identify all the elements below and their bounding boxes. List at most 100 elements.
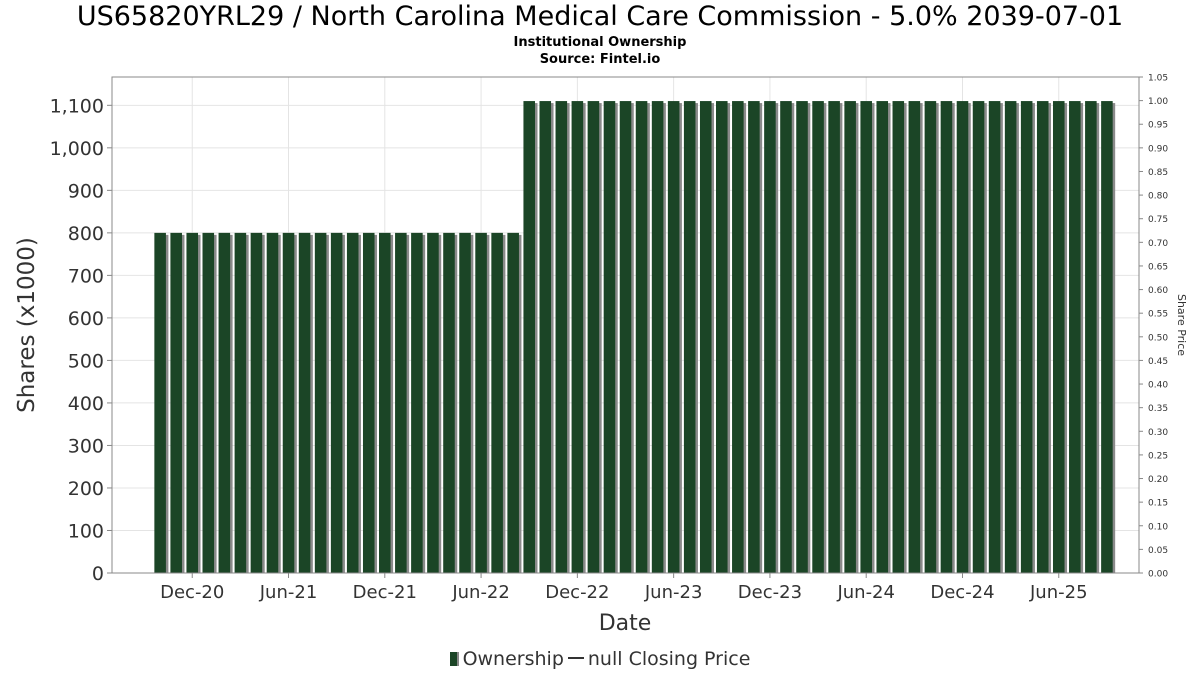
y2-tick-label: 0.60 xyxy=(1148,286,1168,296)
chart-title: US65820YRL29 / North Carolina Medical Ca… xyxy=(76,1,1124,32)
ownership-bar xyxy=(555,101,568,574)
y2-tick-label: 0.30 xyxy=(1148,428,1168,438)
ownership-bar xyxy=(1101,101,1113,574)
price-legend-line xyxy=(567,657,584,659)
ownership-bar xyxy=(250,232,263,573)
ownership-bar xyxy=(379,232,391,573)
ownership-bar xyxy=(876,101,889,574)
ownership-bar xyxy=(459,232,471,573)
ownership-bar xyxy=(314,232,327,573)
y-tick-label: 700 xyxy=(68,265,104,287)
x-tick-label: Jun-23 xyxy=(644,582,703,603)
x-tick-label: Dec-22 xyxy=(545,582,609,603)
ownership-bar xyxy=(330,232,343,573)
y-tick-label: 500 xyxy=(68,350,104,372)
ownership-bar xyxy=(218,232,231,573)
ownership-bar xyxy=(796,101,808,574)
ownership-bar xyxy=(940,101,953,574)
ownership-bar xyxy=(443,232,455,573)
ownership-bar xyxy=(186,232,199,573)
y-tick-label: 1,100 xyxy=(50,95,104,117)
y2-axis-title: Share Price xyxy=(1175,294,1188,356)
ownership-bar xyxy=(956,101,969,574)
x-tick-label: Dec-21 xyxy=(353,582,417,603)
ownership-bar xyxy=(154,232,166,573)
ownership-legend-label: Ownership xyxy=(462,648,564,670)
ownership-bar xyxy=(1020,101,1033,574)
y2-tick-label: 0.75 xyxy=(1148,215,1168,225)
ownership-bar xyxy=(1085,101,1097,574)
ownership-bar xyxy=(683,101,696,574)
ownership-bar xyxy=(860,101,872,574)
x-axis-title: Date xyxy=(599,611,652,636)
y2-tick-label: 0.10 xyxy=(1148,522,1168,532)
x-tick-label: Jun-21 xyxy=(259,582,318,603)
y-axis-title: Shares (x1000) xyxy=(14,237,40,413)
y2-tick-label: 0.15 xyxy=(1148,499,1168,509)
y2-tick-label: 1.00 xyxy=(1148,97,1168,107)
price-legend-label: null Closing Price xyxy=(587,648,751,670)
ownership-bar xyxy=(1004,101,1017,574)
ownership-bar xyxy=(411,232,423,573)
ownership-bar xyxy=(507,232,519,573)
ownership-bar xyxy=(732,101,744,574)
ownership-bar xyxy=(699,101,712,574)
ownership-bar xyxy=(908,101,921,574)
ownership-legend-swatch xyxy=(449,652,459,666)
y-tick-label: 300 xyxy=(68,435,104,457)
y2-tick-label: 0.50 xyxy=(1148,333,1168,343)
ownership-bar xyxy=(812,101,824,574)
ownership-bar xyxy=(619,101,632,574)
ownership-bar xyxy=(571,101,584,574)
y-tick-label: 800 xyxy=(68,223,104,245)
ownership-bar xyxy=(716,101,728,574)
ownership-bar xyxy=(764,101,776,574)
ownership-bar xyxy=(234,232,247,573)
ownership-bar xyxy=(988,101,1001,574)
y-tick-label: 400 xyxy=(68,393,104,415)
ownership-bar xyxy=(346,232,359,573)
y2-tick-label: 0.40 xyxy=(1148,381,1168,391)
ownership-bar xyxy=(1052,101,1065,574)
ownership-bar xyxy=(475,232,487,573)
y2-tick-label: 0.25 xyxy=(1148,451,1168,461)
ownership-bar xyxy=(427,232,439,573)
ownership-bar xyxy=(844,101,856,574)
ownership-bar xyxy=(298,232,311,573)
ownership-bar xyxy=(780,101,792,574)
y-tick-label: 600 xyxy=(68,308,104,330)
ownership-bar xyxy=(635,101,648,574)
y2-tick-label: 1.05 xyxy=(1148,74,1168,84)
x-tick-label: Jun-25 xyxy=(1029,582,1088,603)
ownership-bar xyxy=(491,232,503,573)
ownership-bar xyxy=(651,101,664,574)
y2-tick-label: 0.85 xyxy=(1148,168,1168,178)
y2-tick-label: 0.95 xyxy=(1148,121,1168,131)
x-tick-label: Dec-20 xyxy=(160,582,224,603)
bar-layer xyxy=(154,101,1116,574)
ownership-bar xyxy=(1036,101,1049,574)
y2-tick-label: 0.90 xyxy=(1148,144,1168,154)
ownership-bar xyxy=(202,232,215,573)
ownership-bar xyxy=(539,101,552,574)
ownership-bar xyxy=(748,101,760,574)
y2-tick-label: 0.35 xyxy=(1148,404,1168,414)
plot-area xyxy=(111,76,1140,574)
chart-legend: Ownership null Closing Price xyxy=(0,648,1200,670)
ownership-bar xyxy=(362,232,375,573)
x-tick-label: Dec-24 xyxy=(930,582,994,603)
ownership-bar xyxy=(892,101,905,574)
y2-tick-label: 0.00 xyxy=(1148,570,1168,580)
y2-tick-label: 0.55 xyxy=(1148,310,1168,320)
x-tick-label: Jun-24 xyxy=(836,582,895,603)
ownership-bar xyxy=(828,101,840,574)
y2-tick-label: 0.20 xyxy=(1148,475,1168,485)
x-tick-label: Dec-23 xyxy=(738,582,802,603)
chart-subtitle: Institutional Ownership xyxy=(513,35,687,50)
y-tick-label: 100 xyxy=(68,520,104,542)
ownership-bar xyxy=(972,101,985,574)
y2-tick-label: 0.05 xyxy=(1148,546,1168,556)
y2-tick-label: 0.80 xyxy=(1148,192,1168,202)
ownership-bar xyxy=(266,232,279,573)
